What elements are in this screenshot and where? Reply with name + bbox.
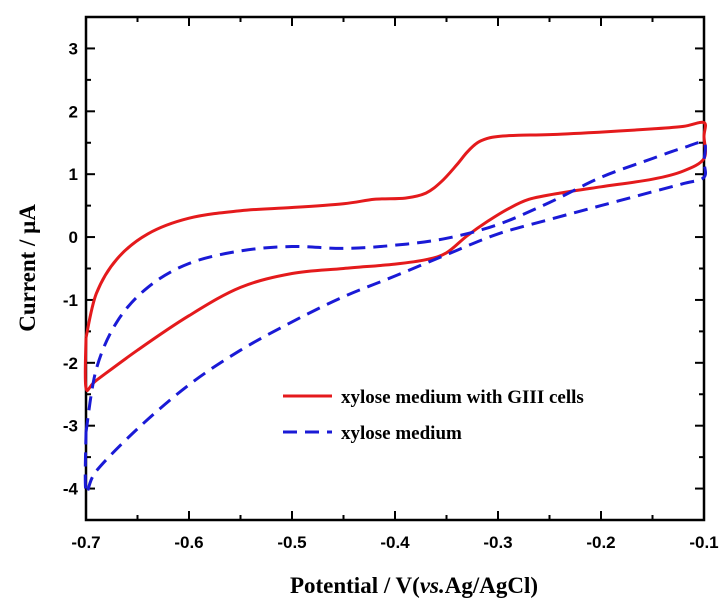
axes: -0.7 -0.6 -0.5 -0.4 -0.3 -0.2 -0.1 -4 -3 -2 -1 0 1 2 3 [63, 15, 719, 552]
series-line-1 [83, 120, 707, 393]
series-layer [83, 120, 707, 495]
x-tick-label: -0.1 [689, 533, 718, 552]
x-tick-label: -0.5 [277, 533, 306, 552]
y-tick-label: 0 [69, 228, 78, 247]
y-tick-label: 3 [69, 39, 78, 58]
legend: xylose medium with GIII cells xylose medi… [283, 387, 584, 444]
x-axis-title: Potential / V(vs.Ag/AgCl) [290, 573, 538, 598]
x-tick-label: -0.2 [586, 533, 615, 552]
x-axis-title-part-3: Ag/AgCl) [445, 573, 538, 598]
x-axis-title-part-2: vs. [420, 573, 445, 598]
y-tick-label: -3 [63, 417, 78, 436]
y-tick-label: -1 [63, 291, 78, 310]
y-tick-label: -2 [63, 354, 78, 373]
x-tick-label: -0.7 [71, 533, 100, 552]
x-tick-label: -0.6 [174, 533, 203, 552]
y-tick-label: 1 [69, 165, 78, 184]
y-tick-label: 2 [69, 102, 78, 121]
x-tick-label: -0.3 [483, 533, 512, 552]
y-tick-label: -4 [63, 480, 79, 499]
legend-label-1: xylose medium with GIII cells [341, 387, 584, 408]
x-tick-label: -0.4 [380, 533, 410, 552]
legend-label-2: xylose medium [341, 423, 462, 444]
x-axis-title-part-1: Potential / V( [290, 573, 420, 598]
y-axis-title: Current / μA [15, 204, 40, 332]
series-line-2 [83, 140, 707, 495]
